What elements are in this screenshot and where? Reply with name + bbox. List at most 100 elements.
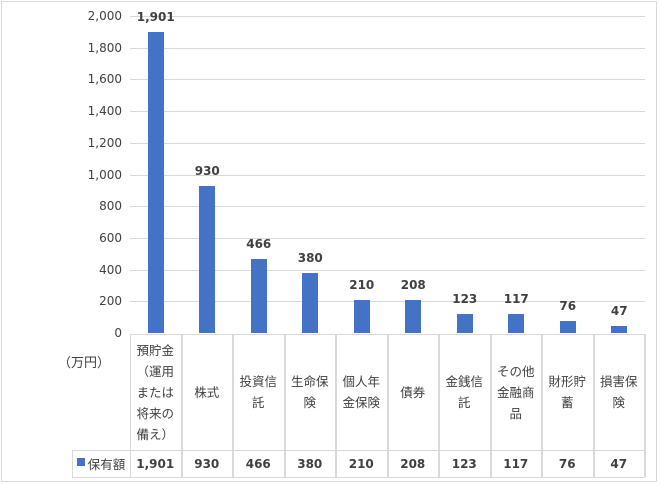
table-value: 47	[594, 450, 645, 477]
gridline	[130, 79, 645, 80]
table-border	[542, 334, 543, 477]
gridline	[130, 48, 645, 49]
category-text-line: 備え）	[136, 426, 174, 442]
gridline	[130, 206, 645, 207]
category-label: 預貯金 （運用または将来の備え）	[130, 334, 182, 450]
y-tick-label: 0	[114, 326, 122, 340]
y-tick-label: 800	[99, 199, 122, 213]
data-label: 930	[194, 163, 220, 178]
category-text-line: 託	[457, 395, 471, 410]
table-border	[72, 450, 73, 477]
category-text: 債券	[400, 382, 425, 403]
bar	[302, 272, 319, 333]
gridline	[130, 111, 645, 112]
y-tick-label: 1,000	[87, 168, 122, 182]
y-tick-label: 2,000	[87, 9, 122, 23]
category-label: 株式	[182, 334, 233, 450]
gridline	[130, 301, 645, 302]
y-tick-label: 600	[99, 231, 122, 245]
y-tick-label: 1,400	[87, 104, 122, 118]
category-text-line: 将来の	[136, 405, 174, 421]
category-text: 損害保険	[600, 371, 638, 413]
data-label: 466	[246, 237, 272, 252]
table-border	[182, 334, 183, 477]
category-text: 投資信託	[239, 371, 277, 413]
table-value: 210	[336, 450, 388, 477]
category-text-line: 財形貯	[548, 374, 586, 389]
category-text-line: 蓄	[560, 395, 574, 410]
y-tick-label: 1,800	[87, 41, 122, 55]
category-text-line: 険	[303, 395, 316, 410]
gridline	[130, 175, 645, 176]
table-border	[491, 334, 492, 477]
y-tick-label: 400	[99, 263, 122, 277]
bar	[508, 314, 525, 333]
bar	[405, 300, 422, 333]
category-text-line: 金保険	[342, 395, 380, 410]
category-text-line: 生命保	[290, 374, 329, 389]
legend-color-swatch	[76, 457, 85, 466]
category-text: 個人年 金保険	[342, 371, 380, 413]
table-value: 76	[542, 450, 594, 477]
bar	[456, 313, 473, 333]
data-label: 208	[400, 278, 426, 293]
table-border	[130, 334, 645, 335]
unit-label: （万円）	[58, 356, 111, 371]
category-text: 株式	[194, 382, 219, 403]
category-label: 損害保険	[594, 334, 645, 450]
table-border	[336, 334, 337, 477]
bar	[611, 325, 628, 333]
data-label: 380	[297, 250, 323, 265]
table-border	[439, 334, 440, 477]
legend-entry: 保有額	[72, 450, 130, 477]
category-text: その他 金融商品	[497, 361, 535, 424]
gridline	[130, 143, 645, 144]
category-text-line: 金融商	[496, 384, 535, 400]
bar	[250, 259, 267, 333]
category-text-line: 品	[509, 405, 522, 421]
category-label: 個人年 金保険	[336, 334, 388, 450]
category-text-line: 株式	[194, 384, 220, 400]
y-tick-label: 200	[99, 294, 122, 308]
table-value: 208	[388, 450, 439, 477]
table-value: 123	[439, 450, 491, 477]
category-text-line: （運用	[136, 363, 174, 379]
gridline	[130, 270, 645, 271]
bar	[147, 31, 164, 333]
table-value: 930	[182, 450, 233, 477]
bar	[559, 320, 576, 333]
legend-series-name: 保有額	[87, 457, 126, 472]
data-label: 123	[452, 291, 478, 306]
category-text-line: 金銭信	[445, 374, 483, 389]
table-border	[72, 477, 645, 478]
category-label: 財形貯蓄	[542, 334, 594, 450]
category-text-line: 個人年	[342, 374, 380, 389]
table-border	[130, 334, 131, 477]
category-text-line: または	[136, 384, 174, 400]
category-label: 金銭信託	[439, 334, 491, 450]
category-text-line: その他	[496, 363, 535, 379]
table-value: 1,901	[130, 450, 182, 477]
category-label: 投資信託	[233, 334, 285, 450]
category-text-line: 損害保	[599, 374, 638, 389]
y-tick-label: 1,600	[87, 72, 122, 86]
bar	[353, 299, 370, 333]
table-border	[285, 334, 286, 477]
category-text: 預貯金 （運用または将来の備え）	[136, 340, 174, 445]
category-text-line: 預貯金	[136, 342, 174, 358]
table-value: 466	[233, 450, 285, 477]
table-border	[645, 334, 646, 477]
data-label: 47	[610, 303, 628, 318]
category-text: 金銭信託	[445, 371, 483, 413]
category-label: その他 金融商品	[491, 334, 542, 450]
data-label: 1,901	[136, 9, 175, 24]
table-value: 117	[491, 450, 542, 477]
category-text-line: 投資信	[239, 374, 277, 389]
category-label: 生命保険	[285, 334, 336, 450]
table-value: 380	[285, 450, 336, 477]
table-border	[233, 334, 234, 477]
bar	[199, 185, 216, 333]
data-label: 210	[349, 277, 375, 292]
data-label: 117	[503, 292, 529, 307]
category-label: 債券	[388, 334, 439, 450]
